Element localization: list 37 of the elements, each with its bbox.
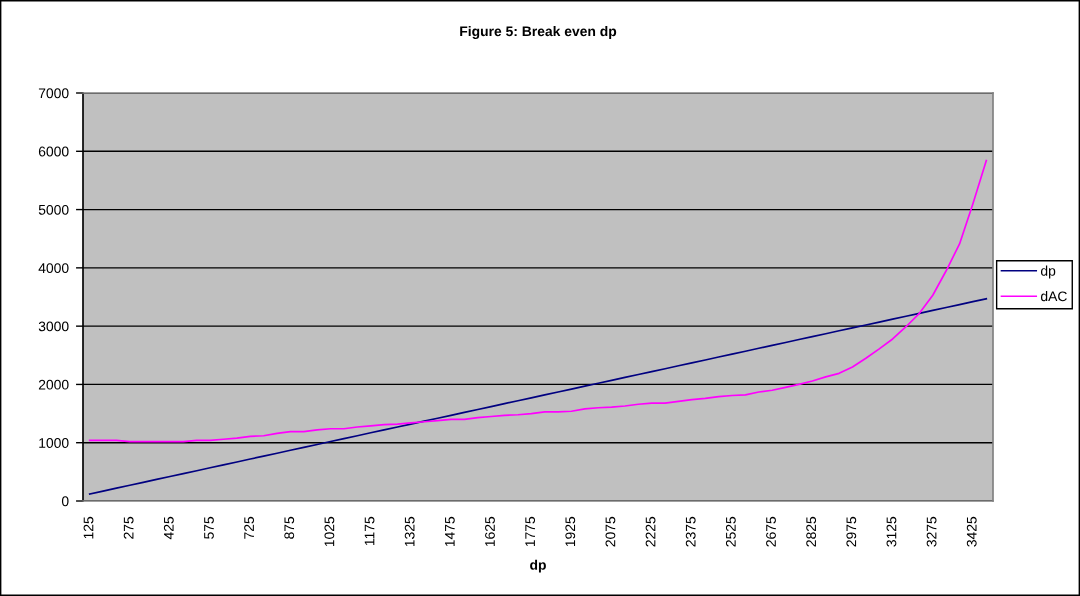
y-tick-label: 0: [61, 496, 69, 507]
y-tick-label: 2000: [38, 379, 69, 390]
x-tick-label: 725: [244, 516, 255, 539]
chart-title: Figure 5: Break even dp: [460, 25, 617, 39]
legend-label: dp: [1040, 265, 1056, 279]
x-tick-label: 1175: [364, 516, 375, 546]
x-tick-label: 3275: [926, 516, 937, 547]
x-tick-label: 2375: [685, 516, 696, 547]
x-tick-label: 3125: [886, 516, 897, 547]
line-series: [88, 297, 988, 495]
x-tick-label: 1325: [404, 516, 415, 547]
x-tick-label: 2675: [766, 516, 776, 547]
x-tick-label: 575: [204, 516, 214, 539]
x-tick-label: 3425: [966, 516, 977, 547]
legend-label: dAC: [1040, 291, 1067, 302]
x-tick-label: 275: [123, 516, 134, 539]
x-tick-label: 125: [83, 516, 94, 539]
y-tick-label: 3000: [38, 321, 69, 332]
x-axis-title: dp: [530, 559, 546, 573]
x-tick-label: 2825: [806, 516, 817, 547]
x-tick-label: 1625: [485, 516, 495, 547]
y-tick-label: 4000: [38, 263, 69, 274]
x-tick-label: 875: [284, 516, 295, 539]
x-tick-label: 2225: [645, 516, 656, 547]
x-tick-label: 1025: [324, 516, 335, 547]
x-tick-label: 1775: [525, 516, 536, 547]
x-tick-label: 425: [163, 516, 174, 540]
x-tick-label: 2075: [605, 516, 616, 547]
x-tick-label: 2525: [725, 516, 736, 547]
x-tick-label: 2975: [846, 516, 857, 547]
line-series: [88, 159, 988, 443]
y-tick-label: 1000: [39, 438, 69, 448]
y-tick-label: 6000: [38, 146, 69, 157]
y-tick-label: 5000: [38, 204, 69, 215]
y-tick-label: 7000: [38, 88, 69, 99]
x-tick-label: 1475: [445, 516, 455, 547]
x-tick-label: 1925: [565, 516, 576, 547]
